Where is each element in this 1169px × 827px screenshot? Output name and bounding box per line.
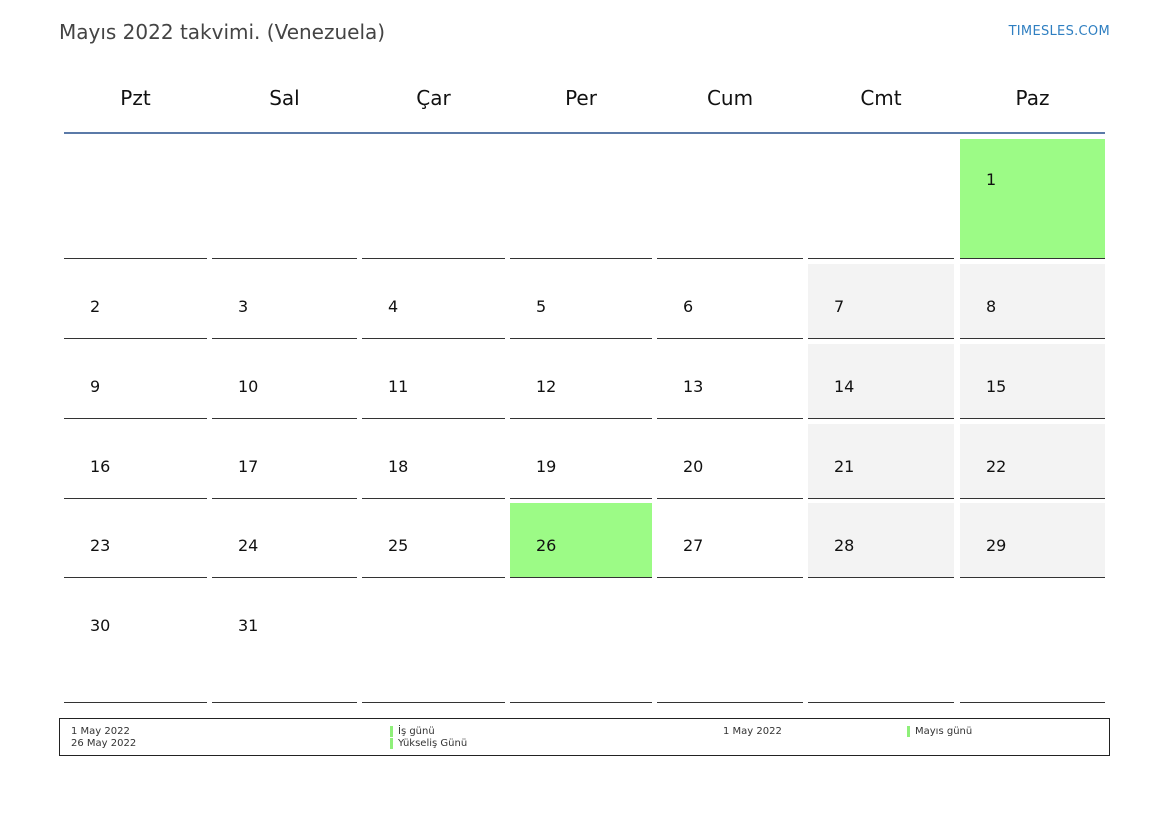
day-number: 22 — [986, 457, 1007, 476]
day-cell[interactable]: 16 — [64, 424, 207, 499]
empty-day-cell — [510, 583, 652, 703]
empty-day-cell — [510, 139, 652, 259]
weekday-label: Paz — [1015, 86, 1050, 110]
day-cell[interactable]: 3 — [212, 264, 357, 339]
day-cell[interactable]: 21 — [808, 424, 954, 499]
day-cell[interactable]: 28 — [808, 503, 954, 578]
day-cell[interactable]: 13 — [657, 344, 803, 419]
day-cell[interactable]: 18 — [362, 424, 505, 499]
day-cell[interactable]: 19 — [510, 424, 652, 499]
empty-day-cell — [808, 583, 954, 703]
page-title: Mayıs 2022 takvimi. (Venezuela) — [59, 20, 386, 44]
legend-holiday-name: İş günü — [398, 726, 435, 737]
day-cell[interactable]: 7 — [808, 264, 954, 339]
day-cell[interactable]: 9 — [64, 344, 207, 419]
day-number: 4 — [388, 297, 399, 316]
day-number: 29 — [986, 536, 1007, 555]
empty-day-cell — [808, 139, 954, 259]
empty-day-cell — [212, 139, 357, 259]
day-number: 6 — [683, 297, 694, 316]
day-number: 11 — [388, 377, 409, 396]
day-cell[interactable]: 29 — [960, 503, 1105, 578]
empty-day-cell — [960, 583, 1105, 703]
legend-date: 26 May 2022 — [71, 738, 137, 749]
empty-day-cell — [64, 139, 207, 259]
day-cell[interactable]: 1 — [960, 139, 1105, 259]
day-number: 20 — [683, 457, 704, 476]
day-cell[interactable]: 15 — [960, 344, 1105, 419]
weekday-label: Çar — [416, 86, 451, 110]
day-cell[interactable]: 12 — [510, 344, 652, 419]
day-number: 30 — [90, 616, 111, 635]
day-cell[interactable]: 26 — [510, 503, 652, 578]
legend-date: 1 May 2022 — [723, 726, 782, 737]
calendar: Pzt Sal Çar Per Cum Cmt Paz 1 2 3 4 5 6 7 8 9 10 11 12 13 1… — [64, 75, 1105, 703]
legend-holiday-name: Mayıs günü — [915, 726, 973, 737]
day-number: 28 — [834, 536, 855, 555]
empty-day-cell — [362, 139, 505, 259]
day-cell[interactable]: 22 — [960, 424, 1105, 499]
day-cell[interactable]: 24 — [212, 503, 357, 578]
day-number: 31 — [238, 616, 259, 635]
empty-day-cell — [657, 583, 803, 703]
day-cell[interactable]: 4 — [362, 264, 505, 339]
weekday-label: Cmt — [860, 86, 902, 110]
day-number: 19 — [536, 457, 557, 476]
empty-day-cell — [362, 583, 505, 703]
day-number: 9 — [90, 377, 101, 396]
day-number: 26 — [536, 536, 557, 555]
day-number: 27 — [683, 536, 704, 555]
day-number: 24 — [238, 536, 259, 555]
weekday-header: Pzt Sal Çar Per Cum Cmt Paz — [64, 75, 1105, 134]
day-cell[interactable]: 8 — [960, 264, 1105, 339]
day-cell[interactable]: 11 — [362, 344, 505, 419]
day-number: 16 — [90, 457, 111, 476]
legend-color-marker — [907, 726, 910, 737]
day-number: 17 — [238, 457, 259, 476]
day-cell[interactable]: 5 — [510, 264, 652, 339]
day-cell[interactable]: 2 — [64, 264, 207, 339]
weekday-label: Per — [565, 86, 597, 110]
day-cell[interactable]: 6 — [657, 264, 803, 339]
day-cell[interactable]: 10 — [212, 344, 357, 419]
brand-link[interactable]: TIMESLES.COM — [1008, 24, 1110, 39]
day-cell[interactable]: 17 — [212, 424, 357, 499]
weekday-label: Sal — [269, 86, 300, 110]
day-cell[interactable]: 20 — [657, 424, 803, 499]
day-number: 5 — [536, 297, 547, 316]
legend-color-marker — [390, 738, 393, 749]
legend-color-marker — [390, 726, 393, 737]
holiday-legend: 1 May 2022 26 May 2022 İş günü Yükseliş … — [59, 718, 1110, 756]
day-number: 2 — [90, 297, 101, 316]
day-number: 10 — [238, 377, 259, 396]
day-number: 12 — [536, 377, 557, 396]
legend-date: 1 May 2022 — [71, 726, 130, 737]
day-cell[interactable]: 23 — [64, 503, 207, 578]
empty-day-cell — [657, 139, 803, 259]
day-number: 23 — [90, 536, 111, 555]
day-number: 14 — [834, 377, 855, 396]
day-number: 3 — [238, 297, 249, 316]
weekday-label: Pzt — [120, 86, 151, 110]
day-number: 25 — [388, 536, 409, 555]
day-number: 13 — [683, 377, 704, 396]
day-cell[interactable]: 14 — [808, 344, 954, 419]
day-number: 1 — [986, 170, 997, 189]
day-number: 7 — [834, 297, 845, 316]
day-cell[interactable]: 31 — [212, 583, 357, 703]
day-cell[interactable]: 27 — [657, 503, 803, 578]
day-number: 21 — [834, 457, 855, 476]
day-number: 8 — [986, 297, 997, 316]
day-number: 18 — [388, 457, 409, 476]
weekday-label: Cum — [706, 86, 754, 110]
day-cell[interactable]: 30 — [64, 583, 207, 703]
legend-holiday-name: Yükseliş Günü — [398, 738, 468, 749]
day-cell[interactable]: 25 — [362, 503, 505, 578]
day-number: 15 — [986, 377, 1007, 396]
